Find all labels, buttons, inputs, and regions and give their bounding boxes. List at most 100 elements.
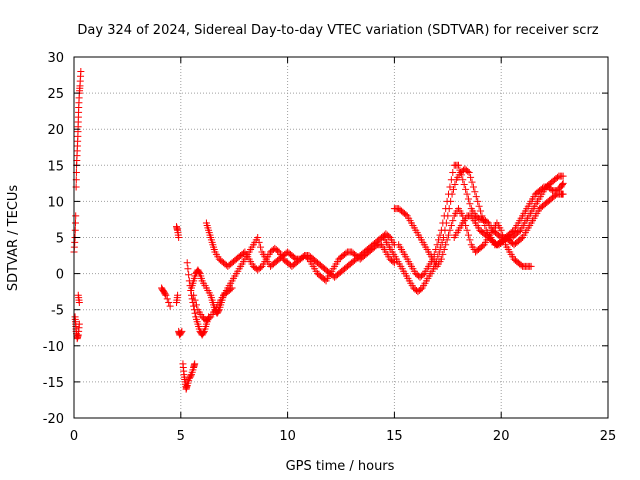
data-point	[187, 372, 195, 380]
data-point	[438, 238, 446, 246]
data-point	[166, 302, 174, 310]
data-points	[70, 67, 567, 393]
data-point	[190, 302, 198, 310]
data-point	[200, 329, 208, 337]
chart-title: Day 324 of 2024, Sidereal Day-to-day VTE…	[77, 23, 598, 38]
y-tick-label: -10	[43, 340, 64, 355]
data-point	[551, 191, 559, 199]
data-point	[559, 179, 567, 187]
data-point	[228, 284, 236, 292]
y-tick-label: 20	[47, 123, 64, 138]
data-point	[215, 307, 223, 315]
data-point	[558, 181, 566, 189]
data-point	[474, 197, 482, 205]
data-point	[457, 171, 465, 179]
data-point	[496, 232, 504, 240]
x-tick-label: 25	[600, 429, 617, 444]
data-point	[440, 212, 448, 220]
data-point	[459, 176, 467, 184]
data-point	[475, 202, 483, 210]
data-point	[254, 234, 262, 241]
x-tick-label: 10	[279, 429, 296, 444]
data-point	[239, 249, 247, 257]
data-point	[440, 246, 448, 254]
data-point	[443, 197, 451, 205]
data-point	[435, 236, 443, 244]
data-point	[479, 242, 487, 250]
data-point	[515, 227, 523, 235]
data-point	[430, 250, 438, 258]
data-point	[466, 200, 474, 208]
data-point	[553, 173, 561, 181]
data-point	[175, 234, 183, 241]
data-point	[431, 262, 439, 270]
data-point	[191, 360, 199, 368]
data-point	[184, 265, 192, 273]
data-point	[342, 249, 350, 257]
y-tick-label: -15	[43, 376, 64, 391]
data-point	[462, 185, 470, 193]
data-point	[402, 211, 410, 219]
data-point	[274, 247, 282, 255]
data-point	[463, 190, 471, 198]
x-tick-label: 0	[70, 429, 78, 444]
data-point	[435, 248, 443, 256]
data-point	[436, 231, 444, 239]
data-point	[227, 285, 235, 293]
data-point	[183, 259, 191, 267]
data-point	[449, 217, 457, 225]
y-tick-label: 10	[47, 195, 64, 210]
data-point	[163, 295, 171, 303]
data-point	[464, 167, 472, 175]
data-point	[178, 327, 186, 335]
data-point	[419, 271, 427, 279]
data-point	[304, 254, 312, 262]
data-point	[478, 212, 486, 220]
data-point	[527, 262, 535, 270]
data-point	[456, 166, 464, 174]
data-point	[483, 218, 491, 226]
data-point	[439, 250, 447, 258]
data-point	[517, 261, 525, 269]
data-point	[465, 169, 473, 177]
data-point	[185, 271, 193, 279]
data-point	[445, 190, 453, 198]
data-point	[467, 173, 475, 181]
data-point	[497, 226, 505, 234]
data-point	[437, 243, 445, 251]
data-point	[464, 231, 472, 239]
data-point	[538, 184, 546, 192]
data-point	[466, 236, 474, 244]
x-tick-label: 20	[493, 429, 510, 444]
data-point	[177, 329, 185, 337]
data-point	[257, 243, 265, 251]
data-point	[434, 253, 442, 261]
data-point	[559, 190, 567, 198]
data-point	[165, 298, 173, 306]
data-point	[72, 212, 80, 220]
data-point	[449, 169, 457, 177]
y-tick-label: 5	[56, 232, 64, 247]
data-point	[174, 291, 182, 299]
data-point	[447, 176, 455, 184]
data-point	[446, 183, 454, 191]
data-point	[477, 207, 485, 215]
y-tick-label: 15	[47, 159, 64, 174]
data-point	[439, 219, 447, 227]
data-point	[195, 268, 203, 276]
data-point	[443, 236, 451, 244]
data-point	[471, 188, 479, 196]
data-point	[255, 238, 263, 246]
data-point	[547, 185, 555, 193]
data-point	[390, 259, 398, 267]
x-axis-label: GPS time / hours	[286, 459, 395, 474]
data-point	[449, 185, 457, 193]
data-point	[385, 232, 393, 240]
data-point	[517, 235, 525, 243]
data-point	[191, 309, 199, 317]
data-point	[190, 291, 198, 299]
grid	[74, 57, 608, 418]
data-point	[257, 264, 265, 272]
data-point	[372, 242, 380, 250]
